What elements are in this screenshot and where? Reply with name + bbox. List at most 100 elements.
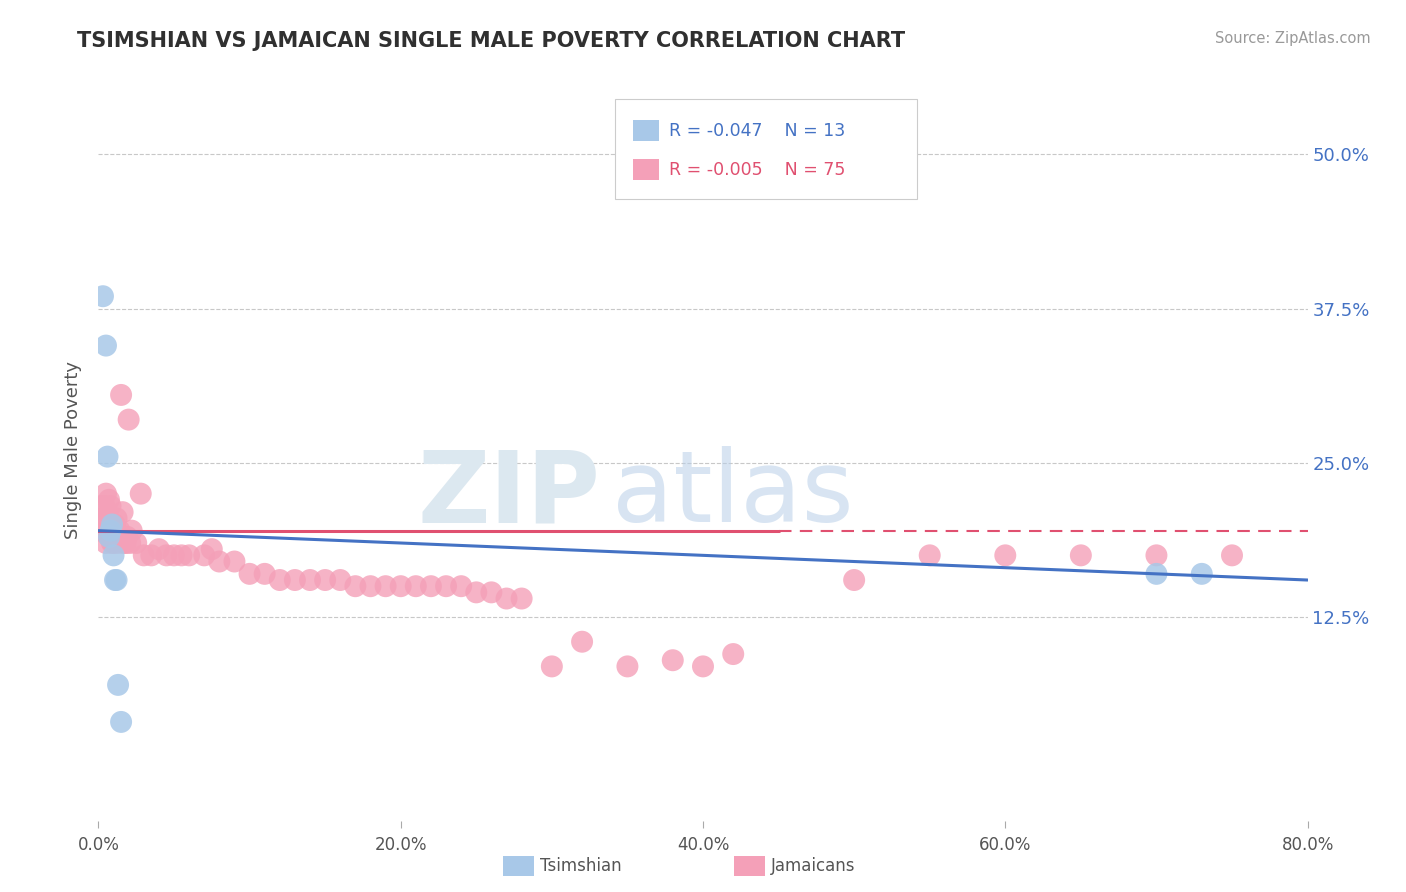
Point <box>94 486 117 500</box>
Point <box>101 536 124 550</box>
Text: ZIP: ZIP <box>418 446 600 543</box>
Point <box>155 549 177 563</box>
Point <box>170 549 193 563</box>
Point <box>93 499 115 513</box>
FancyBboxPatch shape <box>614 99 917 199</box>
Point <box>1220 549 1243 563</box>
Point <box>495 591 517 606</box>
Point <box>148 542 170 557</box>
Point <box>253 566 276 581</box>
Point <box>114 536 136 550</box>
Point <box>844 573 866 587</box>
Point <box>96 511 118 525</box>
Point <box>132 549 155 563</box>
Point <box>96 524 118 538</box>
Point <box>107 536 129 550</box>
Point <box>110 388 132 402</box>
Point <box>179 549 201 563</box>
Point <box>661 653 683 667</box>
Point <box>100 524 122 538</box>
Point <box>103 517 125 532</box>
Point <box>125 536 148 550</box>
Point <box>299 573 322 587</box>
Point <box>239 566 262 581</box>
FancyBboxPatch shape <box>633 120 659 141</box>
Point <box>389 579 412 593</box>
Point <box>994 549 1017 563</box>
Point <box>723 647 745 661</box>
Point <box>100 530 122 544</box>
Point <box>96 450 118 464</box>
Text: R = -0.047    N = 13: R = -0.047 N = 13 <box>669 121 845 140</box>
Point <box>1191 566 1213 581</box>
Point <box>201 542 224 557</box>
Point <box>91 524 114 538</box>
Point <box>107 678 129 692</box>
Text: Jamaicans: Jamaicans <box>770 857 855 875</box>
Point <box>110 714 132 729</box>
Point <box>616 659 638 673</box>
Point <box>360 579 382 593</box>
Point <box>284 573 307 587</box>
Point <box>405 579 427 593</box>
Point <box>89 524 111 538</box>
Point <box>103 549 125 563</box>
Point <box>98 492 121 507</box>
Point <box>104 517 127 532</box>
Point <box>101 524 124 538</box>
Point <box>91 289 114 303</box>
Point <box>100 499 122 513</box>
Point <box>692 659 714 673</box>
Point <box>510 591 533 606</box>
Point <box>118 412 141 426</box>
Point <box>314 573 336 587</box>
Point <box>104 573 127 587</box>
Point <box>105 511 128 525</box>
Point <box>465 585 488 599</box>
Point <box>98 530 121 544</box>
Point <box>90 499 112 513</box>
Text: Source: ZipAtlas.com: Source: ZipAtlas.com <box>1215 31 1371 46</box>
Point <box>94 338 117 352</box>
Point <box>93 524 115 538</box>
Point <box>918 549 941 563</box>
Point <box>163 549 186 563</box>
Point <box>101 517 124 532</box>
Point <box>269 573 291 587</box>
Point <box>108 524 131 538</box>
Point <box>434 579 457 593</box>
Point <box>329 573 352 587</box>
Point <box>111 505 134 519</box>
Point <box>129 486 152 500</box>
Point <box>1144 566 1167 581</box>
Point <box>91 517 114 532</box>
Point <box>120 536 142 550</box>
Point <box>344 579 367 593</box>
Point <box>450 579 472 593</box>
Text: Tsimshian: Tsimshian <box>540 857 621 875</box>
Point <box>94 536 117 550</box>
Point <box>1070 549 1092 563</box>
Y-axis label: Single Male Poverty: Single Male Poverty <box>65 361 83 540</box>
Point <box>103 536 125 550</box>
Point <box>481 585 503 599</box>
Point <box>105 573 128 587</box>
Point <box>121 524 143 538</box>
Point <box>1144 549 1167 563</box>
Point <box>540 659 562 673</box>
Text: atlas: atlas <box>613 446 853 543</box>
Point <box>141 549 163 563</box>
Text: R = -0.005    N = 75: R = -0.005 N = 75 <box>669 161 845 179</box>
Point <box>374 579 396 593</box>
Point <box>420 579 443 593</box>
Point <box>193 549 215 563</box>
Point <box>208 554 231 569</box>
Point <box>90 511 112 525</box>
Point <box>224 554 246 569</box>
Point <box>115 530 138 544</box>
Text: TSIMSHIAN VS JAMAICAN SINGLE MALE POVERTY CORRELATION CHART: TSIMSHIAN VS JAMAICAN SINGLE MALE POVERT… <box>77 31 905 51</box>
Point <box>98 530 121 544</box>
Point <box>571 634 593 648</box>
FancyBboxPatch shape <box>633 160 659 180</box>
Point <box>112 536 135 550</box>
